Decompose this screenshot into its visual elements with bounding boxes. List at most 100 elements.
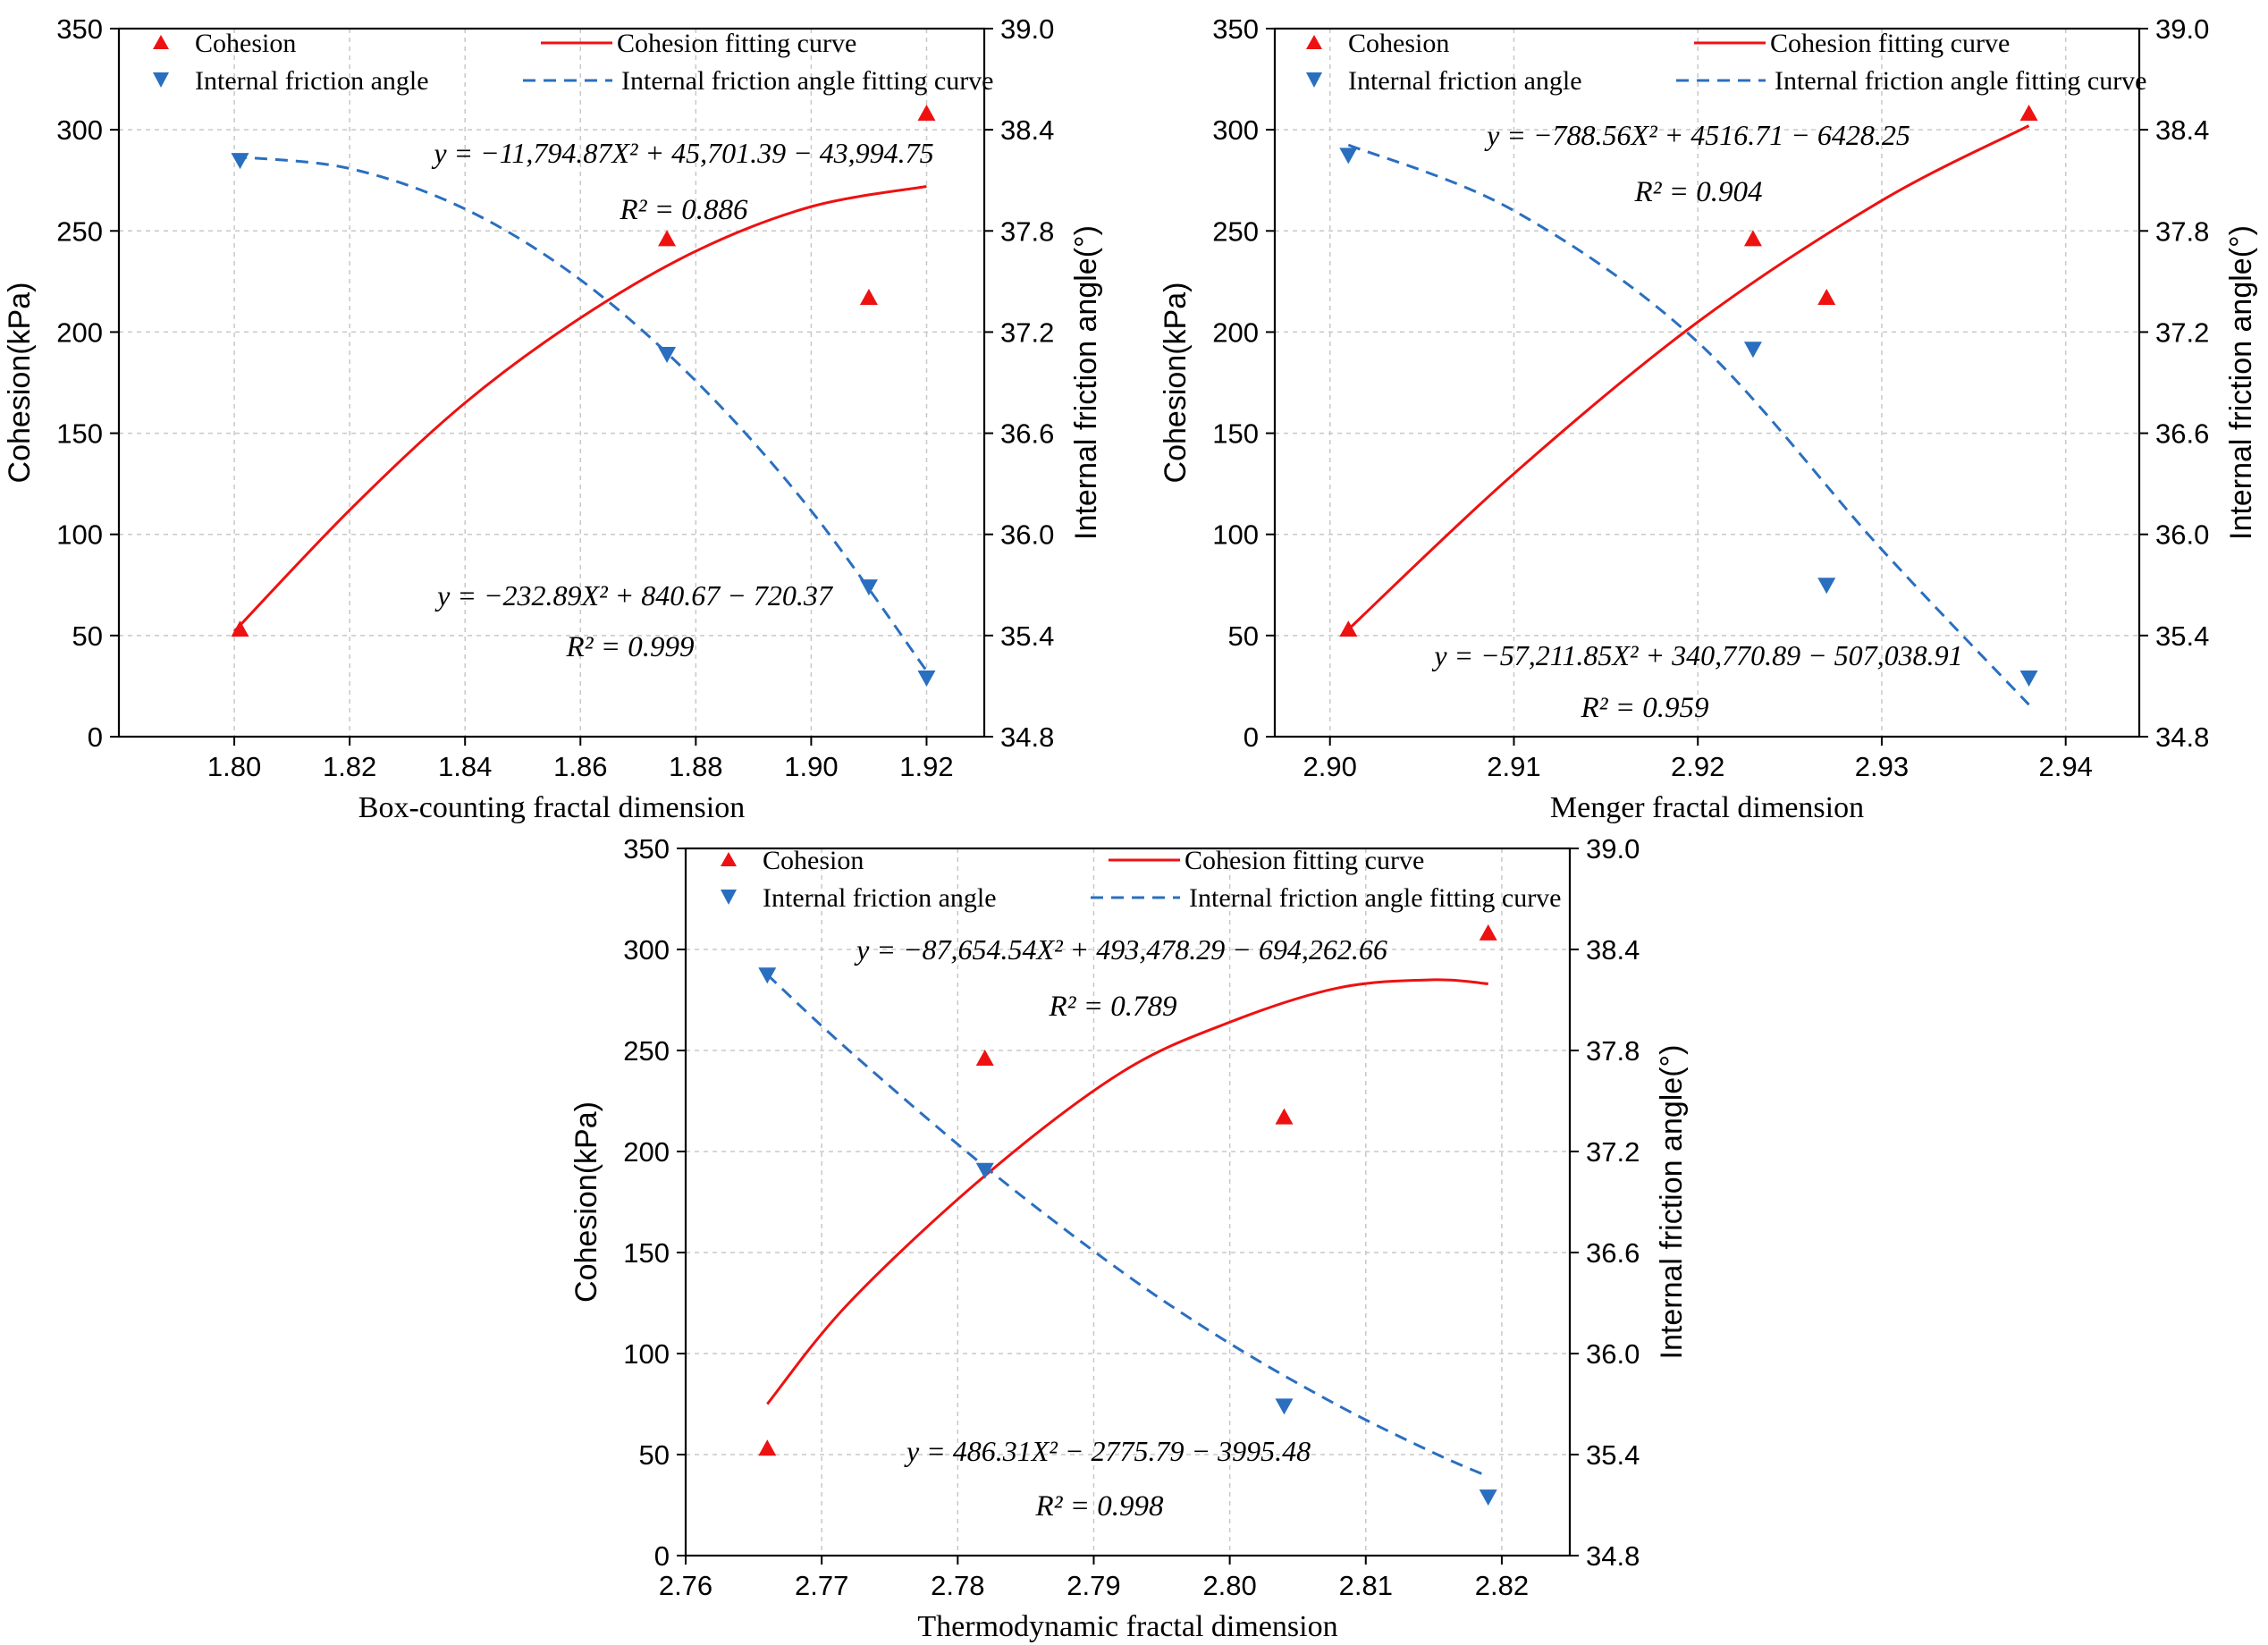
friction-point (658, 346, 677, 363)
y-right-tick-label: 34.8 (2155, 721, 2209, 753)
x-tick-label: 1.90 (784, 751, 838, 782)
y-right-tick-label: 36.6 (1586, 1237, 1640, 1269)
friction-point (1339, 148, 1358, 164)
legend-cohesion-fit-label: Cohesion fitting curve (1185, 846, 1424, 875)
legend-cohesion-fit-label: Cohesion fitting curve (617, 29, 856, 58)
y-left-tick-label: 250 (56, 215, 103, 247)
y-left-tick-label: 100 (1212, 519, 1259, 551)
friction-point (2019, 671, 2038, 687)
cohesion-equation: y = −11,794.87X² + 45,701.39 − 43,994.75 (431, 137, 933, 169)
y-left-tick-label: 50 (72, 620, 103, 652)
y-right-tick-label: 38.4 (1000, 114, 1054, 146)
cohesion-point (758, 1439, 777, 1456)
y-left-tick-label: 350 (1212, 13, 1259, 45)
y-right-tick-label: 35.4 (1586, 1439, 1640, 1471)
x-axis-label: Thermodynamic fractal dimension (917, 1610, 1337, 1643)
x-tick-label: 1.86 (553, 751, 607, 782)
x-tick-label: 2.81 (1339, 1570, 1393, 1601)
y-right-tick-label: 37.8 (2155, 215, 2209, 247)
legend-friction-label: Internal friction angle (195, 66, 429, 96)
x-tick-label: 1.80 (207, 751, 261, 782)
y-left-tick-label: 350 (623, 833, 670, 865)
friction-point (758, 967, 777, 984)
cohesion-equation: y = −788.56X² + 4516.71 − 6428.25 (1484, 119, 1910, 151)
x-tick-label: 2.80 (1202, 1570, 1256, 1601)
cohesion-r2: R² = 0.904 (1633, 176, 1762, 208)
cohesion-point (1479, 924, 1497, 941)
y-right-tick-label: 39.0 (2155, 13, 2209, 45)
plot-frame (1273, 27, 2141, 738)
y-right-tick-label: 36.0 (2155, 519, 2209, 551)
y-right-tick-label: 36.0 (1000, 519, 1054, 551)
friction-fit-curve (766, 974, 1489, 1478)
y-right-tick-label: 34.8 (1000, 721, 1054, 753)
x-tick-label: 2.82 (1475, 1570, 1529, 1601)
y-left-tick-label: 200 (623, 1136, 670, 1168)
y-left-tick-label: 250 (623, 1035, 670, 1067)
cohesion-r2: R² = 0.789 (1048, 991, 1176, 1023)
friction-r2: R² = 0.959 (1580, 692, 1708, 724)
x-axis-label: Menger fractal dimension (1550, 791, 1864, 824)
legend: Cohesion Internal friction angle Cohesion … (721, 846, 1562, 913)
y-left-tick-label: 200 (56, 316, 103, 348)
legend-friction-label: Internal friction angle (1348, 66, 1582, 96)
y-left-tick-label: 50 (1228, 620, 1259, 652)
legend-friction-marker (1306, 72, 1322, 88)
x-tick-label: 1.84 (438, 751, 492, 782)
friction-point (975, 1162, 994, 1179)
y-left-tick-label: 250 (1212, 215, 1259, 247)
friction-fit-curve (1347, 143, 2030, 706)
x-tick-label: 2.93 (1855, 751, 1909, 782)
y-right-tick-label: 39.0 (1000, 13, 1054, 45)
y-left-tick-label: 0 (88, 721, 103, 753)
legend-cohesion-marker (1306, 35, 1322, 49)
y-right-axis-label: Internal friction angle(°) (1655, 1045, 1689, 1360)
legend-cohesion-marker (153, 35, 169, 49)
friction-point (859, 579, 878, 596)
chart-panel-3: 2.76 2.77 2.78 2.79 2.80 2.81 2.82 0 50 100 150 200… (569, 833, 1689, 1643)
y-left-tick-label: 350 (56, 13, 103, 45)
cohesion-point (658, 230, 677, 247)
y-right-tick-label: 37.8 (1000, 215, 1054, 247)
y-left-tick-label: 150 (1212, 418, 1259, 450)
grid (119, 28, 984, 738)
friction-point (917, 671, 936, 687)
y-left-axis-label: Cohesion(kPa) (569, 1101, 603, 1303)
cohesion-point (1275, 1108, 1294, 1125)
y-left-tick-label: 0 (654, 1540, 670, 1572)
legend-friction-label: Internal friction angle (763, 883, 997, 913)
friction-point (1275, 1398, 1294, 1415)
legend-friction-marker (153, 72, 169, 88)
x-axis-label: Box-counting fractal dimension (358, 791, 745, 824)
y-right-tick-label: 35.4 (1000, 620, 1054, 652)
friction-equation: y = −57,211.85X² + 340,770.89 − 507,038.… (1431, 639, 1962, 671)
x-tick-label: 2.78 (931, 1570, 984, 1601)
y-right-tick-label: 38.4 (1586, 934, 1640, 966)
friction-r2: R² = 0.999 (565, 631, 694, 663)
y-right-tick-label: 37.2 (1000, 316, 1054, 348)
friction-equation: y = −232.89X² + 840.67 − 720.37 (434, 579, 834, 612)
cohesion-equation: y = −87,654.54X² + 493,478.29 − 694,262.… (854, 933, 1387, 966)
plot-frame (684, 847, 1572, 1557)
friction-point (1479, 1489, 1497, 1506)
cohesion-point (975, 1050, 994, 1067)
friction-point (1817, 578, 1836, 595)
x-tick-label: 2.92 (1671, 751, 1724, 782)
chart-panel-1: 1.80 1.82 1.84 1.86 1.88 1.90 1.92 0 50 100 150 200… (3, 13, 1103, 824)
cohesion-fit-curve (766, 978, 1488, 1405)
cohesion-point (2019, 105, 2038, 122)
y-left-tick-label: 150 (56, 418, 103, 450)
cohesion-point (1339, 620, 1358, 637)
y-left-tick-label: 300 (56, 114, 103, 146)
y-left-tick-label: 200 (1212, 316, 1259, 348)
y-left-tick-label: 300 (1212, 114, 1259, 146)
x-tick-label: 2.79 (1067, 1570, 1120, 1601)
y-right-tick-label: 36.6 (1000, 418, 1054, 450)
y-right-tick-label: 38.4 (2155, 114, 2209, 146)
x-tick-label: 2.91 (1487, 751, 1540, 782)
friction-fit-curve (233, 155, 928, 672)
legend-friction-fit-label: Internal friction angle fitting curve (1775, 66, 2147, 96)
x-tick-label: 2.77 (795, 1570, 848, 1601)
legend-cohesion-label: Cohesion (1348, 29, 1449, 58)
